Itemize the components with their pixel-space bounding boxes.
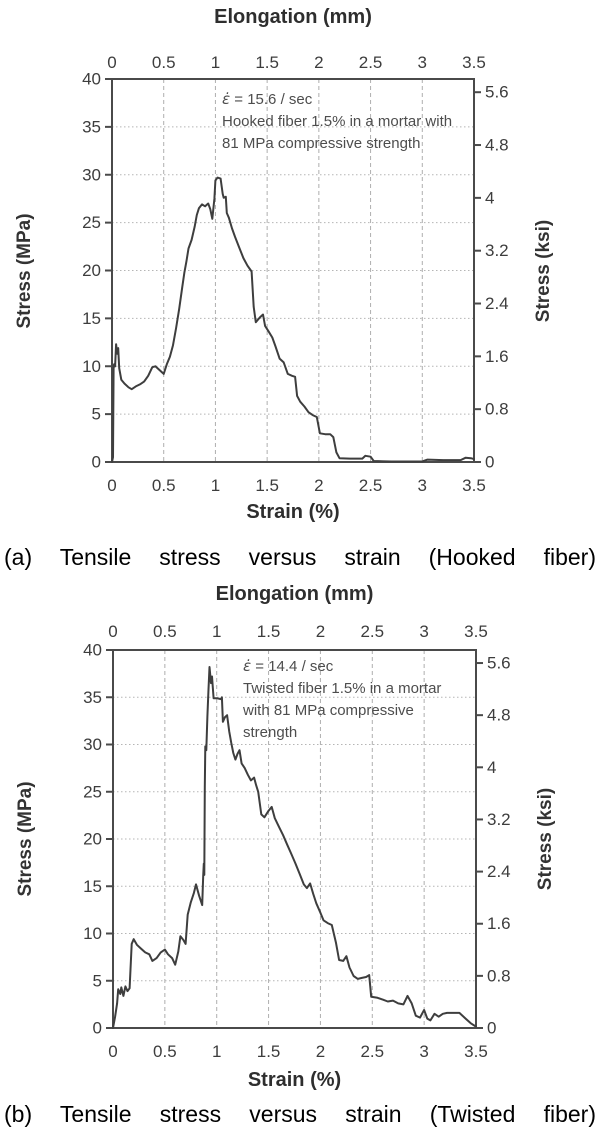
tick-label-strain: 3.5	[462, 476, 486, 495]
annotation-a: ε̇ = 15.6 / sec Hooked fiber 1.5% in a m…	[222, 88, 452, 155]
tick-label-ksi: 5.6	[485, 83, 509, 102]
tick-label-ksi: 1.6	[487, 914, 511, 933]
annotation-b-rate-line: ε̇ = 14.4 / sec	[243, 655, 441, 678]
strain-rate-symbol: ε̇	[243, 657, 252, 675]
tick-label-ksi: 4	[485, 188, 494, 207]
tick-label-elongation: 1	[212, 622, 221, 641]
tick-label-strain: 1.5	[255, 476, 279, 495]
right-axis-title-a: Stress (ksi)	[533, 220, 554, 322]
tick-label-mpa: 15	[82, 309, 101, 328]
top-axis-title-b: Elongation (mm)	[215, 583, 374, 605]
plot-area-a: 051015202530354000.81.62.43.244.85.6000.…	[82, 53, 509, 495]
tick-label-strain: 1	[211, 476, 220, 495]
tick-label-elongation: 3.5	[464, 622, 488, 641]
tick-label-ksi: 4	[487, 758, 496, 777]
tick-label-mpa: 35	[83, 688, 102, 707]
left-axis-title-a: Stress (MPa)	[14, 213, 35, 328]
chart-b: Elongation (mm) Stress (MPa) Stress (ksi…	[0, 583, 600, 1103]
tick-label-mpa: 40	[83, 641, 102, 660]
tick-label-mpa: 5	[93, 971, 102, 990]
tick-label-mpa: 20	[83, 830, 102, 849]
tick-label-elongation: 3	[418, 53, 427, 72]
tick-label-ksi: 0.8	[485, 400, 509, 419]
tick-label-elongation: 0.5	[152, 53, 176, 72]
tick-label-ksi: 4.8	[487, 706, 511, 725]
annotation-b-line-3: strength	[243, 724, 298, 741]
tick-label-mpa: 20	[82, 261, 101, 280]
tick-label-elongation: 2	[316, 622, 325, 641]
tick-label-ksi: 0.8	[487, 966, 511, 985]
tick-label-strain: 2	[316, 1042, 325, 1061]
tick-label-elongation: 0.5	[153, 622, 177, 641]
annotation-a-rate-line: ε̇ = 15.6 / sec	[222, 88, 452, 111]
caption-b: (b) Tensile stress versus strain (Twiste…	[4, 1101, 596, 1127]
tick-label-mpa: 25	[83, 782, 102, 801]
tick-label-elongation: 1.5	[255, 53, 279, 72]
tick-label-elongation: 2	[314, 53, 323, 72]
tick-label-mpa: 15	[83, 877, 102, 896]
tick-label-elongation: 1.5	[257, 622, 281, 641]
tick-label-ksi: 0	[485, 453, 494, 472]
tick-label-strain: 3	[418, 476, 427, 495]
tick-label-mpa: 0	[92, 453, 101, 472]
tick-label-mpa: 0	[93, 1019, 102, 1038]
tick-label-elongation: 3	[419, 622, 428, 641]
tick-label-strain: 0.5	[152, 476, 176, 495]
tick-label-strain: 1.5	[257, 1042, 281, 1061]
tick-label-ksi: 2.4	[487, 862, 511, 881]
tick-label-strain: 2.5	[359, 476, 383, 495]
tick-label-ksi: 3.2	[485, 241, 509, 260]
tick-label-elongation: 0	[108, 622, 117, 641]
chart-b-canvas: Stress (MPa) Stress (ksi) 05101520253035…	[15, 622, 556, 1061]
tick-label-strain: 3.5	[464, 1042, 488, 1061]
annotation-b-line-1: Twisted fiber 1.5% in a mortar	[243, 680, 442, 697]
tick-label-elongation: 3.5	[462, 53, 486, 72]
hooked-fiber-stress-strain-curve	[111, 176, 475, 463]
tick-label-strain: 2	[314, 476, 323, 495]
tick-label-strain: 0.5	[153, 1042, 177, 1061]
tick-label-elongation: 2.5	[359, 53, 383, 72]
annotation-b: ε̇ = 14.4 / sec Twisted fiber 1.5% in a …	[243, 655, 441, 744]
tick-label-mpa: 30	[83, 735, 102, 754]
twisted-fiber-stress-strain-curve	[112, 666, 477, 1029]
chart-a: Elongation (mm) Stress (MPa) Stress (ksi…	[0, 0, 600, 540]
strain-rate-value: = 14.4 / sec	[251, 658, 334, 675]
tick-label-ksi: 4.8	[485, 136, 509, 155]
tick-label-elongation: 2.5	[360, 622, 384, 641]
strain-rate-symbol: ε̇	[222, 90, 231, 108]
tick-label-strain: 0	[107, 476, 116, 495]
tick-label-strain: 1	[212, 1042, 221, 1061]
x-axis-title-a: Strain (%)	[246, 501, 340, 523]
tick-label-strain: 2.5	[360, 1042, 384, 1061]
annotation-b-line-2: with 81 MPa compressive	[243, 702, 414, 719]
tick-label-mpa: 5	[92, 405, 101, 424]
tick-label-mpa: 10	[83, 924, 102, 943]
tick-label-ksi: 2.4	[485, 294, 509, 313]
strain-rate-value: = 15.6 / sec	[230, 91, 313, 108]
tick-label-ksi: 3.2	[487, 810, 511, 829]
caption-a: (a) Tensile stress versus strain (Hooked…	[4, 544, 596, 570]
tick-label-ksi: 5.6	[487, 654, 511, 673]
tick-label-strain: 0	[108, 1042, 117, 1061]
left-axis-title-b: Stress (MPa)	[15, 781, 36, 896]
chart-a-canvas: Stress (MPa) Stress (ksi) 05101520253035…	[14, 53, 554, 495]
top-axis-title-a: Elongation (mm)	[214, 6, 372, 28]
annotation-a-line-1: Hooked fiber 1.5% in a mortar with	[222, 113, 453, 130]
tick-label-mpa: 40	[82, 70, 101, 89]
tick-label-mpa: 35	[82, 117, 101, 136]
tick-label-ksi: 0	[487, 1019, 496, 1038]
annotation-a-line-2: 81 MPa compressive strength	[222, 135, 421, 152]
right-axis-title-b: Stress (ksi)	[535, 788, 556, 890]
tick-label-elongation: 0	[107, 53, 116, 72]
tick-label-mpa: 25	[82, 213, 101, 232]
tick-label-elongation: 1	[211, 53, 220, 72]
tick-label-mpa: 10	[82, 357, 101, 376]
tick-label-ksi: 1.6	[485, 347, 509, 366]
plot-area-b: 051015202530354000.81.62.43.244.85.6000.…	[83, 622, 511, 1061]
tick-label-mpa: 30	[82, 165, 101, 184]
x-axis-title-b: Strain (%)	[247, 1069, 342, 1091]
tick-label-strain: 3	[419, 1042, 428, 1061]
